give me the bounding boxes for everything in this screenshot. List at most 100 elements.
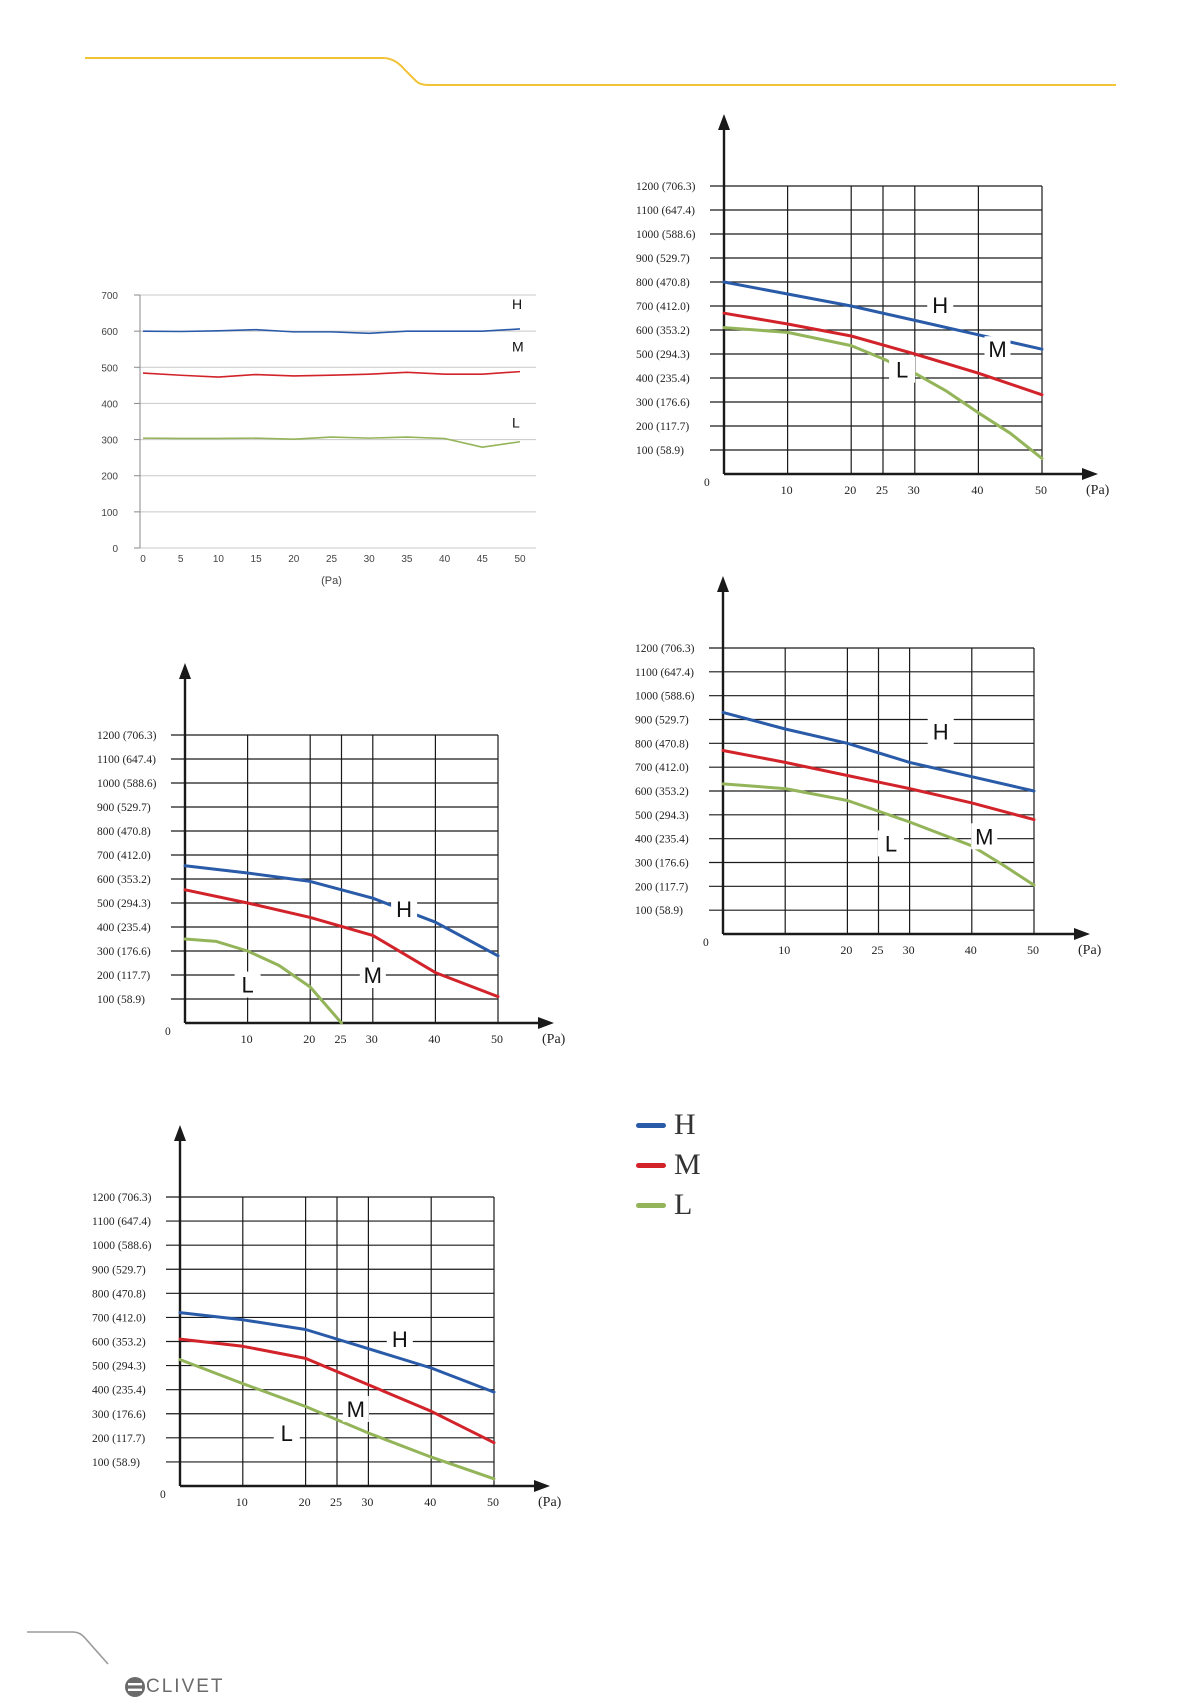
- series-label-bg: [927, 718, 954, 745]
- legend-item: L: [636, 1185, 701, 1225]
- series-line-m: [142, 370, 521, 378]
- y-tick-label: 600 (353.2): [97, 874, 151, 886]
- y-tick-label: 1200 (706.3): [635, 643, 695, 655]
- x-tick-label: 30: [364, 554, 376, 565]
- y-tick-label: 100 (58.9): [635, 905, 683, 917]
- y-tick-label: 700 (412.0): [92, 1312, 146, 1324]
- footer-line: [27, 1631, 109, 1665]
- chart-2: 100 (58.9) 200 (117.7) 300 (176.6) 400 (235…: [636, 114, 1110, 498]
- series-line-h: [183, 864, 500, 958]
- origin-label: 0: [703, 937, 709, 949]
- series-label-h: H: [396, 897, 412, 922]
- series-label-l: L: [281, 1421, 293, 1446]
- series-label-h: H: [512, 296, 522, 312]
- y-tick-label: 800 (470.8): [635, 738, 689, 750]
- y-tick-label: 200: [101, 472, 118, 483]
- y-tick-label: 600: [101, 327, 118, 338]
- x-tick-label: 25: [335, 1032, 347, 1046]
- series-label-h: H: [932, 293, 948, 318]
- y-tick-label: 1100 (647.4): [97, 754, 156, 766]
- y-tick-label: 300 (176.6): [97, 946, 151, 958]
- y-tick-label: 500 (294.3): [92, 1361, 146, 1373]
- x-tick-label: 20: [299, 1495, 311, 1509]
- x-tick-label: 40: [965, 943, 977, 957]
- series-label-m: M: [975, 824, 993, 849]
- y-tick-label: 200 (117.7): [635, 881, 688, 893]
- x-tick-label: 25: [872, 943, 884, 957]
- series-label-bg: [359, 962, 386, 988]
- legend-label-m: M: [674, 1148, 701, 1181]
- y-tick-label: 300 (176.6): [636, 397, 690, 409]
- series-label-m: M: [512, 339, 524, 355]
- y-tick-label: 600 (353.2): [635, 786, 689, 798]
- x-tick-label: 35: [401, 554, 413, 565]
- y-axis-arrow: [717, 576, 729, 592]
- y-tick-label: 400 (235.4): [92, 1385, 146, 1397]
- y-tick-label: 600 (353.2): [636, 325, 690, 337]
- y-tick-label: 900 (529.7): [92, 1264, 146, 1276]
- y-tick-label: 900 (529.7): [635, 715, 689, 727]
- x-tick-label: 40: [439, 554, 451, 565]
- chart-3: 100 (58.9) 200 (117.7) 300 (176.6) 400 (235…: [97, 663, 566, 1047]
- series-label-bg: [877, 830, 904, 857]
- y-tick-label: 900 (529.7): [636, 253, 690, 265]
- y-tick-label: 900 (529.7): [97, 802, 151, 814]
- x-axis-arrow: [538, 1017, 554, 1029]
- series-line-m: [722, 311, 1044, 397]
- series-label-l: L: [241, 973, 253, 998]
- series-label-m: M: [988, 337, 1006, 362]
- x-tick-label: 30: [903, 943, 915, 957]
- series-label-bg: [971, 823, 998, 850]
- series-line-l: [183, 937, 343, 1025]
- y-tick-label: 100 (58.9): [636, 445, 684, 457]
- x-tick-label: 15: [251, 554, 263, 565]
- y-tick-label: 1000 (588.6): [636, 229, 696, 241]
- y-tick-label: 1200 (706.3): [636, 181, 696, 193]
- y-tick-label: 100 (58.9): [97, 994, 145, 1006]
- series-label-m: M: [364, 963, 382, 988]
- y-tick-label: 1100 (647.4): [635, 667, 694, 679]
- x-tick-label: 20: [844, 483, 856, 497]
- x-axis-arrow: [1082, 468, 1098, 480]
- y-tick-label: 500 (294.3): [635, 810, 689, 822]
- y-axis-arrow: [718, 114, 730, 130]
- series-label-l: L: [512, 415, 520, 431]
- series-label-bg: [342, 1395, 369, 1422]
- legend: H M L: [636, 1105, 701, 1225]
- series-label-bg: [386, 1326, 413, 1353]
- y-tick-label: 1000 (588.6): [92, 1240, 152, 1252]
- y-tick-label: 200 (117.7): [97, 970, 150, 982]
- series-label-l: L: [885, 831, 897, 856]
- x-axis-label: (Pa): [542, 1032, 566, 1047]
- x-tick-label: 40: [428, 1032, 440, 1046]
- series-label-bg: [889, 356, 916, 383]
- series-line-l: [142, 436, 521, 448]
- y-tick-label: 1200 (706.3): [92, 1192, 152, 1204]
- x-tick-label: 10: [241, 1032, 253, 1046]
- series-label-m: M: [347, 1397, 365, 1422]
- y-tick-label: 1200 (706.3): [97, 730, 157, 742]
- y-tick-label: 200 (117.7): [636, 421, 689, 433]
- legend-swatch-l: [636, 1202, 666, 1208]
- y-tick-label: 500 (294.3): [97, 898, 151, 910]
- y-tick-label: 800 (470.8): [97, 826, 151, 838]
- y-tick-label: 0: [112, 544, 118, 555]
- origin-label: 0: [160, 1489, 166, 1501]
- y-tick-label: 700 (412.0): [636, 301, 690, 313]
- x-tick-label: 10: [236, 1495, 248, 1509]
- x-tick-label: 20: [288, 554, 300, 565]
- x-tick-label: 20: [303, 1032, 315, 1046]
- y-tick-label: 500 (294.3): [636, 349, 690, 361]
- y-tick-label: 100: [101, 508, 118, 519]
- x-tick-label: 50: [514, 554, 526, 565]
- x-tick-label: 30: [908, 483, 920, 497]
- y-tick-label: 1100 (647.4): [92, 1216, 151, 1228]
- series-label-bg: [927, 291, 954, 318]
- x-tick-label: 50: [1035, 483, 1047, 497]
- y-tick-label: 800 (470.8): [636, 277, 690, 289]
- series-label-bg: [273, 1420, 300, 1447]
- x-tick-label: 10: [781, 483, 793, 497]
- y-tick-label: 500: [101, 363, 118, 374]
- series-label-l: L: [896, 358, 908, 383]
- x-tick-label: 50: [487, 1495, 499, 1509]
